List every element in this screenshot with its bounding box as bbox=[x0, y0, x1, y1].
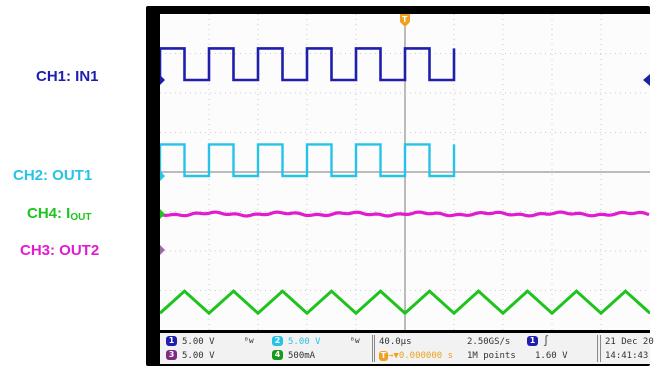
date: 21 Dec 20 bbox=[605, 337, 654, 347]
ch4-badge: 4 bbox=[272, 350, 283, 360]
trigger-marker-letter: T bbox=[402, 15, 408, 24]
channel-ground-marker bbox=[160, 75, 165, 85]
waveform-plot: 1243T bbox=[160, 14, 650, 330]
ch4-label-main: CH4: I bbox=[27, 205, 71, 222]
trigger-level: 1.60 V bbox=[535, 351, 568, 361]
ch3-label: CH3: OUT2 bbox=[20, 242, 100, 259]
ch1-bw-icon: ᴮw bbox=[244, 336, 254, 345]
ch1-trace bbox=[160, 47, 456, 82]
trigger-marker-icon: T bbox=[379, 351, 388, 361]
ch4-trace bbox=[160, 289, 650, 316]
ch3-trace bbox=[160, 210, 650, 218]
time: 14:41:43 bbox=[605, 351, 649, 361]
record-length: 1M points bbox=[467, 351, 516, 361]
trigger-position-marker bbox=[400, 14, 410, 27]
oscilloscope-screen: 1243T 1 5.00 V ᴮw 2 5.00 V ᴮw 3 5.00 V 4… bbox=[146, 6, 654, 366]
trigger-source-badge: 1 bbox=[527, 336, 538, 346]
ch1-scale: 5.00 V bbox=[182, 337, 215, 347]
ch4-scale: 500mA bbox=[288, 351, 316, 361]
ch2-trace bbox=[160, 143, 456, 178]
rising-edge-icon: ∫ bbox=[543, 336, 550, 347]
datetime-panel: 21 Dec 20 14:41:43 bbox=[600, 335, 654, 362]
ch3-scale: 5.00 V bbox=[182, 351, 215, 361]
ch1-label: CH1: IN1 bbox=[36, 68, 99, 85]
trigger-level-marker bbox=[643, 74, 650, 86]
ch4-label-subscript: OUT bbox=[70, 212, 92, 223]
ch2-badge: 2 bbox=[272, 336, 283, 346]
channel-ground-marker bbox=[160, 209, 165, 219]
ch1-badge: 1 bbox=[166, 336, 177, 346]
sample-rate: 2.50GS/s bbox=[467, 337, 511, 347]
ch3-badge: 3 bbox=[166, 350, 177, 360]
ch2-bw-icon: ᴮw bbox=[350, 336, 360, 345]
ch2-scale: 5.00 V bbox=[288, 337, 321, 347]
trigger-offset: 0.000000 s bbox=[398, 351, 454, 361]
status-bar: 1 5.00 V ᴮw 2 5.00 V ᴮw 3 5.00 V 4 500mA… bbox=[160, 333, 654, 364]
vertical-settings-panel: 1 5.00 V ᴮw 2 5.00 V ᴮw 3 5.00 V 4 500mA bbox=[160, 335, 373, 362]
timebase: 40.0µs bbox=[379, 337, 412, 347]
channel-ground-marker bbox=[160, 245, 165, 255]
ch2-label: CH2: OUT1 bbox=[13, 167, 93, 184]
channel-ground-marker bbox=[160, 171, 165, 181]
waveform-svg: 1243T bbox=[160, 14, 650, 330]
ch4-label: CH4: IOUT bbox=[27, 205, 91, 223]
horizontal-settings-panel: 40.0µs 2.50GS/s 1 ∫ T →▼0.000000 s 1M poi… bbox=[374, 335, 598, 362]
